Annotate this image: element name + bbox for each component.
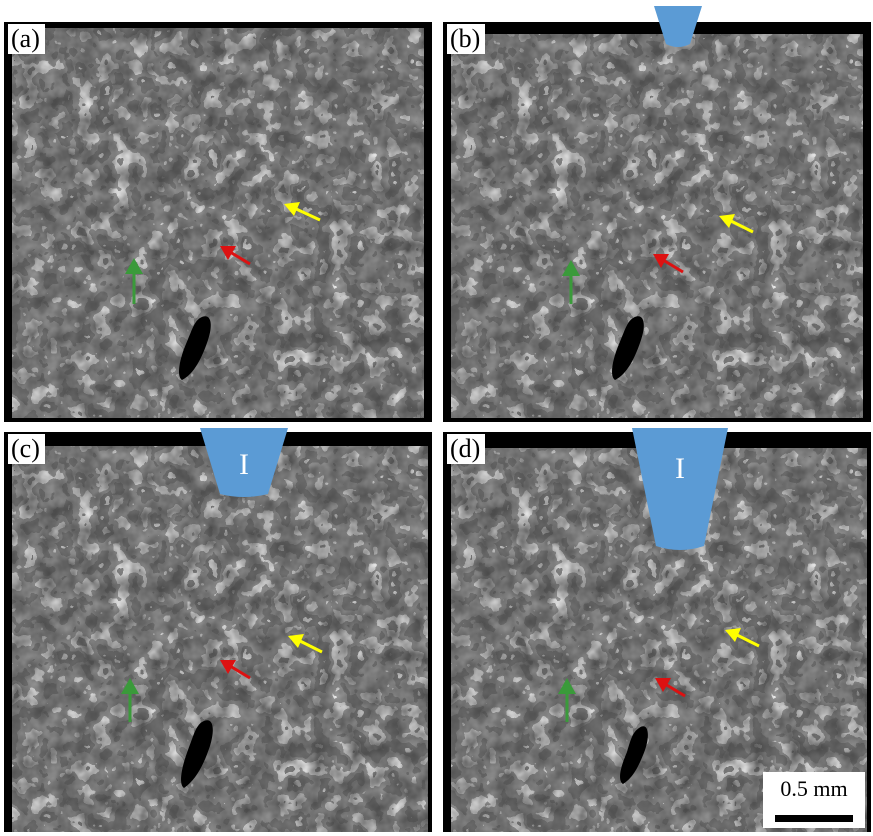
indenter-d-label: I — [675, 452, 685, 485]
panel-label-c: (c) — [8, 434, 45, 464]
green-arrow — [125, 258, 143, 304]
red-arrow — [655, 678, 686, 698]
yellow-arrow — [284, 202, 321, 222]
indenter-d: I — [632, 428, 728, 550]
scale-bar: 0.5 mm — [763, 772, 865, 828]
micrograph-c — [12, 446, 428, 832]
green-arrow — [558, 678, 576, 722]
panel-b: (b) — [443, 22, 871, 422]
pore — [179, 316, 211, 380]
yellow-arrow — [719, 214, 754, 234]
pore — [612, 316, 644, 380]
micrograph-d — [451, 448, 867, 832]
yellow-arrow — [725, 628, 760, 648]
indenter-b — [654, 6, 702, 47]
scale-bar-label: 0.5 mm — [780, 776, 848, 801]
micrograph-b — [451, 34, 863, 418]
green-arrow — [121, 678, 139, 722]
indenter-c: I — [200, 428, 288, 497]
red-arrow — [653, 254, 684, 274]
panel-a: (a) — [4, 22, 432, 422]
red-arrow — [220, 660, 251, 680]
indenter-c-label: I — [239, 448, 249, 481]
panel-c: (c) — [4, 432, 432, 832]
pore — [620, 726, 648, 784]
red-arrow — [220, 246, 251, 266]
panel-d: (d) 0.5 mm — [443, 432, 871, 832]
scale-bar-line — [775, 815, 853, 822]
pore — [181, 720, 213, 788]
panel-label-b: (b) — [447, 24, 486, 54]
yellow-arrow — [288, 634, 323, 654]
panel-label-a: (a) — [8, 24, 45, 54]
green-arrow — [562, 260, 580, 304]
micrograph-a — [12, 28, 424, 418]
panel-label-d: (d) — [447, 434, 486, 464]
